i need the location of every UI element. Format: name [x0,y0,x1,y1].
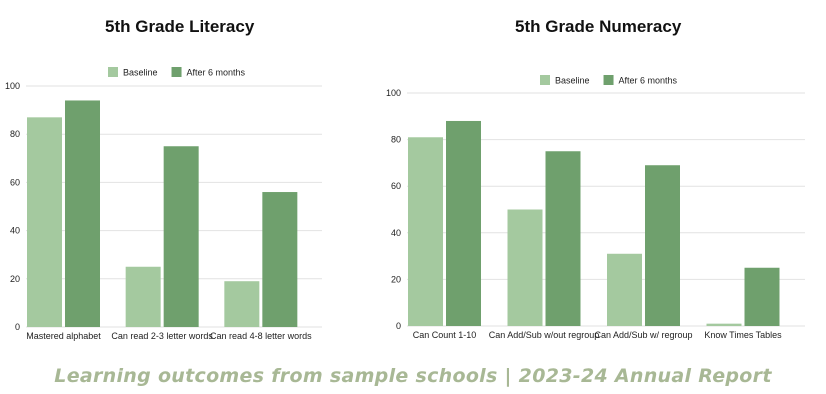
numeracy-x-tick-label: Know Times Tables [704,330,782,340]
literacy-legend-label: After 6 months [187,68,246,78]
literacy-y-tick-label: 20 [10,274,20,284]
literacy-legend-label: Baseline [123,68,158,78]
literacy-y-tick-label: 0 [15,322,20,332]
literacy-x-tick-label: Can read 2-3 letter words [111,331,213,341]
numeracy-y-tick-label: 20 [391,274,401,284]
numeracy-bar [607,253,642,326]
literacy-y-tick-label: 80 [10,129,20,139]
numeracy-legend-swatch [540,75,550,85]
numeracy-y-tick-label: 0 [396,321,401,331]
literacy-bar [163,146,199,327]
literacy-y-tick-label: 100 [5,81,20,91]
literacy-chart-title: 5th Grade Literacy [105,17,255,36]
literacy-legend-swatch [171,67,182,77]
numeracy-bar [507,209,543,326]
numeracy-y-tick-label: 40 [391,228,401,238]
numeracy-bar [706,323,742,326]
literacy-bar [65,100,100,328]
numeracy-x-tick-label: Can Add/Sub w/out regroup [489,330,600,340]
numeracy-y-tick-label: 60 [391,181,401,191]
numeracy-legend-swatch [603,75,614,85]
numeracy-chart-title: 5th Grade Numeracy [515,17,682,36]
literacy-x-tick-label: Mastered alphabet [26,331,101,341]
numeracy-legend-label: Baseline [555,76,590,86]
numeracy-bar [645,165,680,326]
literacy-bar [125,266,161,327]
literacy-y-tick-label: 60 [10,177,20,187]
literacy-bar [262,192,298,327]
literacy-bar [27,117,62,327]
numeracy-y-tick-label: 100 [386,88,401,98]
numeracy-bar [744,267,780,326]
numeracy-x-tick-label: Can Count 1-10 [413,330,477,340]
literacy-legend-swatch [108,67,118,77]
numeracy-x-tick-label: Can Add/Sub w/ regroup [594,330,692,340]
numeracy-bar [545,151,581,326]
literacy-y-tick-label: 40 [10,226,20,236]
numeracy-bar [408,137,443,326]
numeracy-legend-label: After 6 months [619,76,678,86]
numeracy-y-tick-label: 80 [391,135,401,145]
literacy-bar [224,281,260,327]
literacy-x-tick-label: Can read 4-8 letter words [210,331,312,341]
report-caption: Learning outcomes from sample schools | … [54,365,772,387]
numeracy-bar [446,120,481,327]
